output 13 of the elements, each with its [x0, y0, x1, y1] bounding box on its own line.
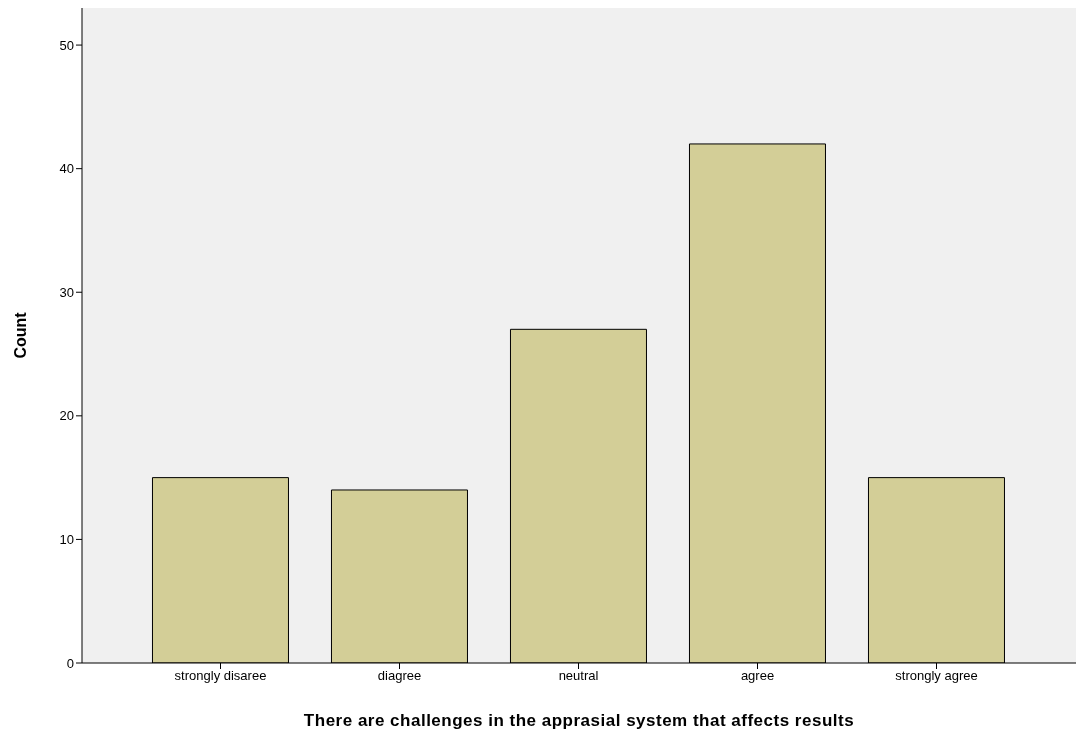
y-tick-label: 20 [59, 408, 74, 424]
y-tick-label: 40 [59, 161, 74, 177]
x-tick-label: strongly disaree [174, 668, 267, 684]
y-tick-label: 0 [66, 655, 74, 671]
y-axis-title: Count [11, 311, 29, 359]
y-tick-label: 30 [59, 284, 74, 300]
x-tick-label: agree [740, 668, 775, 684]
x-tick-label: neutral [558, 668, 599, 684]
y-tick-label: 50 [59, 37, 74, 53]
x-tick-label: strongly agree [895, 668, 978, 684]
x-axis-title: There are challenges in the apprasial system that affects results [303, 711, 855, 730]
y-tick-label: 10 [59, 532, 74, 548]
x-tick-label: diagree [377, 668, 422, 684]
